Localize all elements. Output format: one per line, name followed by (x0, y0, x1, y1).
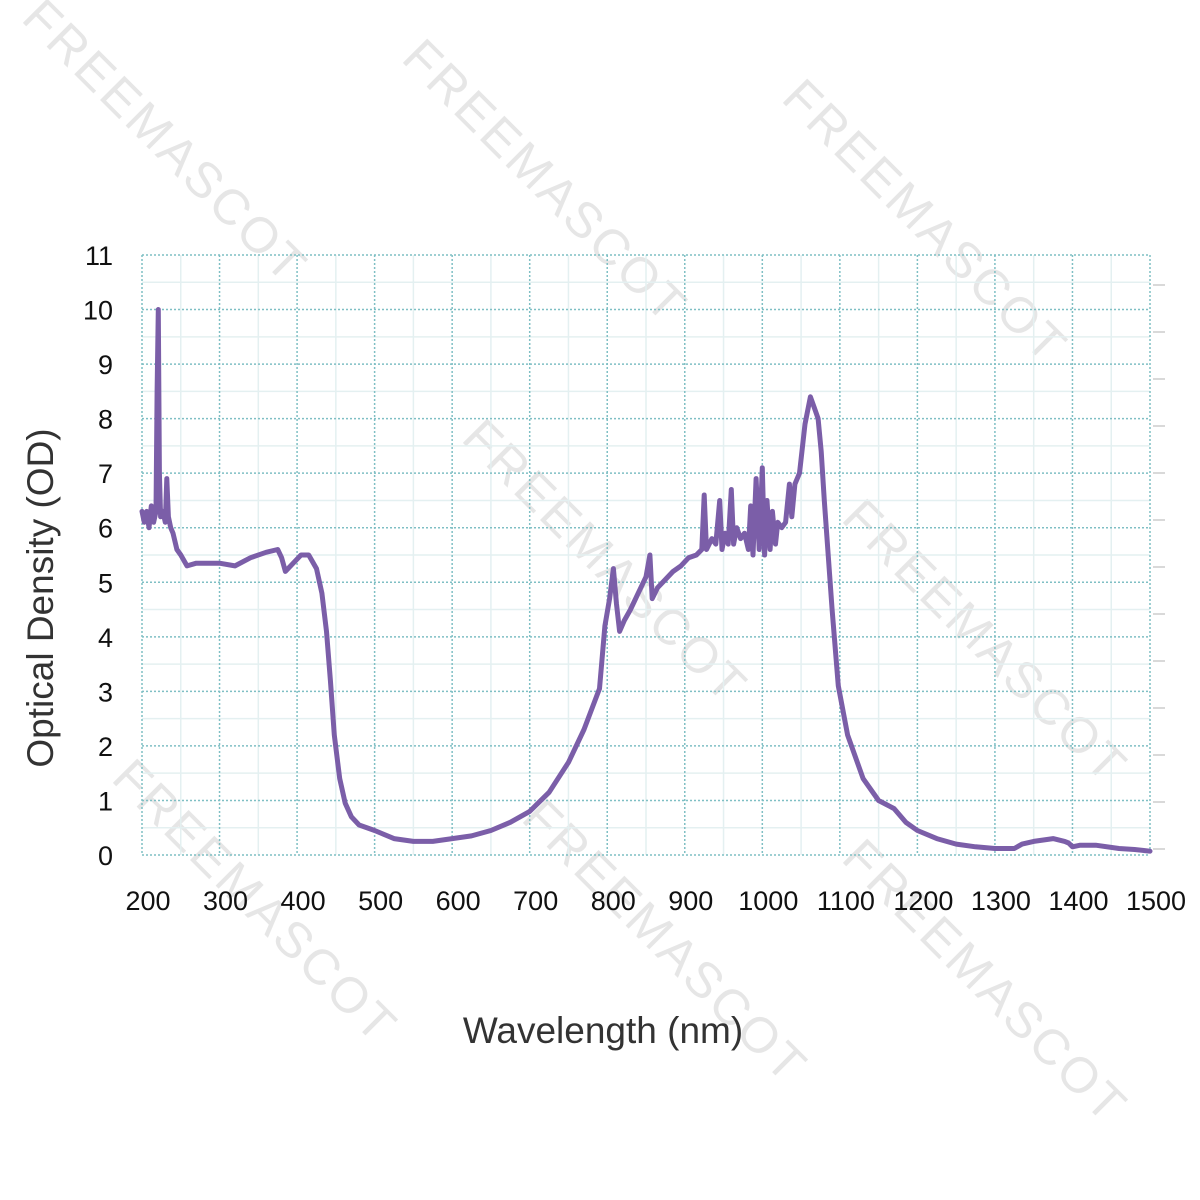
y-tick-label: 2 (98, 732, 113, 762)
y-tick-label: 11 (85, 241, 113, 271)
series-line-optical-density (139, 307, 1153, 854)
x-tick-label: 1500 (1126, 886, 1186, 916)
y-tick-label: 5 (98, 568, 113, 598)
x-tick-label: 500 (358, 886, 403, 916)
x-tick-labels: 200 300 400 500 600 700 800 900 1000 1100 1200 1300… (125, 886, 1186, 916)
x-tick-label: 300 (203, 886, 248, 916)
y-tick-label: 6 (98, 514, 113, 544)
x-tick-label: 700 (513, 886, 558, 916)
x-tick-label: 200 (125, 886, 170, 916)
watermark-text: FREEMASCOT (772, 68, 1078, 374)
y-tick-label: 3 (98, 677, 113, 707)
y-tick-label: 4 (98, 623, 113, 653)
y-tick-labels: 0 1 2 3 4 5 6 7 8 9 10 11 (83, 241, 113, 871)
x-tick-label: 1400 (1048, 886, 1108, 916)
watermark-text: FREEMASCOT (452, 408, 758, 714)
y-axis-title: Optical Density (OD) (20, 428, 61, 767)
y-tick-label: 0 (98, 841, 113, 871)
x-tick-label: 600 (436, 886, 481, 916)
minor-grid (142, 255, 1150, 855)
x-tick-label: 1300 (971, 886, 1031, 916)
watermark-text: FREEMASCOT (392, 28, 698, 334)
x-tick-label: 400 (281, 886, 326, 916)
major-grid (141, 254, 1165, 856)
x-tick-label: 1100 (817, 886, 875, 916)
y-tick-label: 7 (98, 459, 113, 489)
x-tick-label: 800 (591, 886, 636, 916)
x-tick-label: 900 (668, 886, 713, 916)
y-tick-label: 8 (98, 405, 113, 435)
x-tick-label: 1200 (893, 886, 953, 916)
x-axis-title: Wavelength (nm) (463, 1010, 743, 1051)
x-tick-label: 1000 (738, 886, 798, 916)
watermark-text: FREEMASCOT (832, 828, 1138, 1134)
watermark-text: FREEMASCOT (12, 0, 318, 295)
y-tick-label: 1 (98, 786, 113, 816)
y-tick-label: 10 (83, 296, 113, 326)
y-tick-label: 9 (98, 350, 113, 380)
